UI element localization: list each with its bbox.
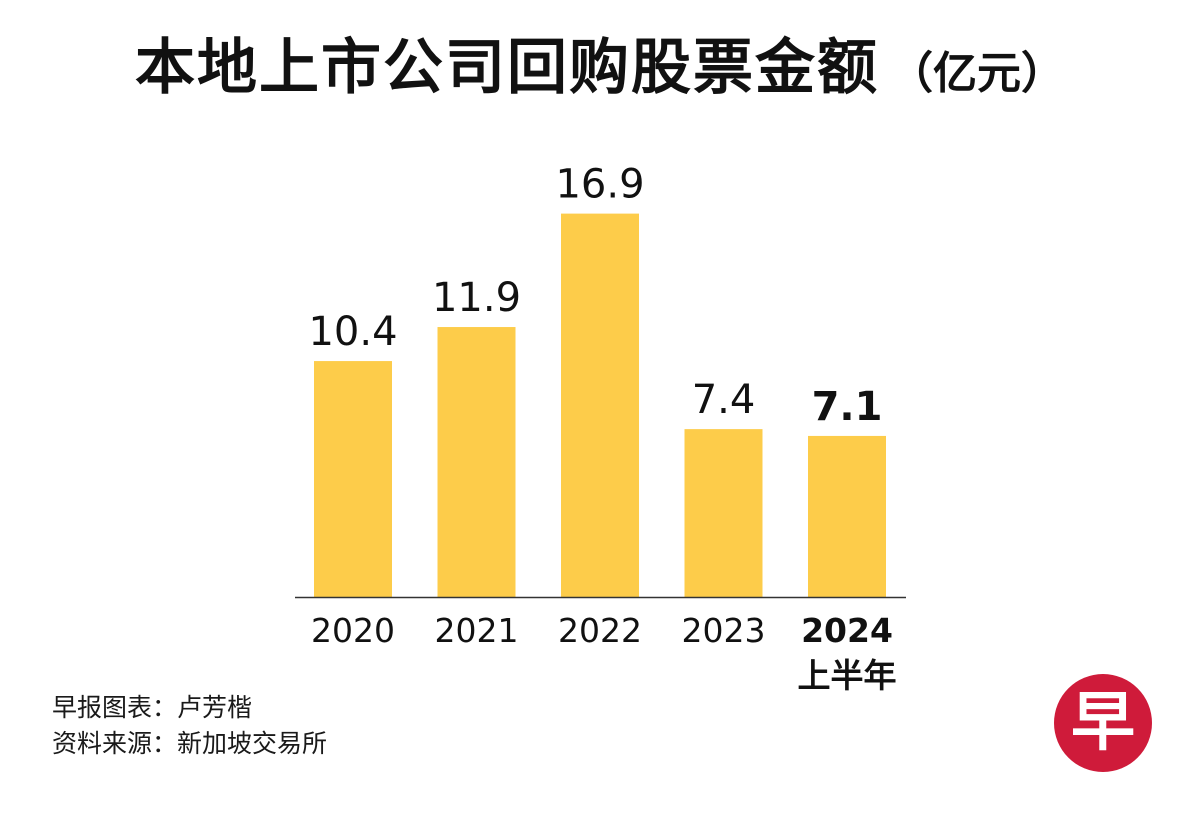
value-label-2022: 16.9 — [555, 162, 644, 208]
bar-2024 — [808, 435, 886, 597]
value-label-2021: 11.9 — [432, 275, 521, 321]
value-label-2023: 7.4 — [692, 377, 756, 423]
bar-2023 — [684, 429, 763, 597]
category-label-2021: 2021 — [435, 611, 519, 650]
category-label-2020: 2020 — [311, 611, 395, 650]
chart-credit: 早报图表：卢芳楷 — [52, 693, 253, 722]
category-label-2023: 2023 — [682, 611, 766, 650]
value-label-2024: 7.1 — [812, 384, 883, 430]
data-source: 资料来源：新加坡交易所 — [52, 729, 328, 758]
chart-title-main: 本地上市公司回购股票金额 — [135, 33, 879, 103]
bar-2021 — [437, 327, 516, 597]
bar-2020 — [314, 361, 392, 597]
value-label-2020: 10.4 — [308, 309, 397, 355]
credits: 早报图表：卢芳楷 资料来源：新加坡交易所 — [52, 690, 327, 762]
category-sublabel-2024: 上半年 — [798, 656, 897, 695]
category-label-2024: 2024 — [801, 611, 893, 650]
zaobao-logo-glyph: 早 — [1071, 685, 1135, 760]
bar-2022 — [561, 213, 639, 597]
zaobao-logo: 早 — [1054, 674, 1152, 772]
chart-title: 本地上市公司回购股票金额 （亿元） — [0, 38, 1200, 98]
category-label-2022: 2022 — [558, 611, 642, 650]
chart-title-unit: （亿元） — [889, 48, 1065, 99]
